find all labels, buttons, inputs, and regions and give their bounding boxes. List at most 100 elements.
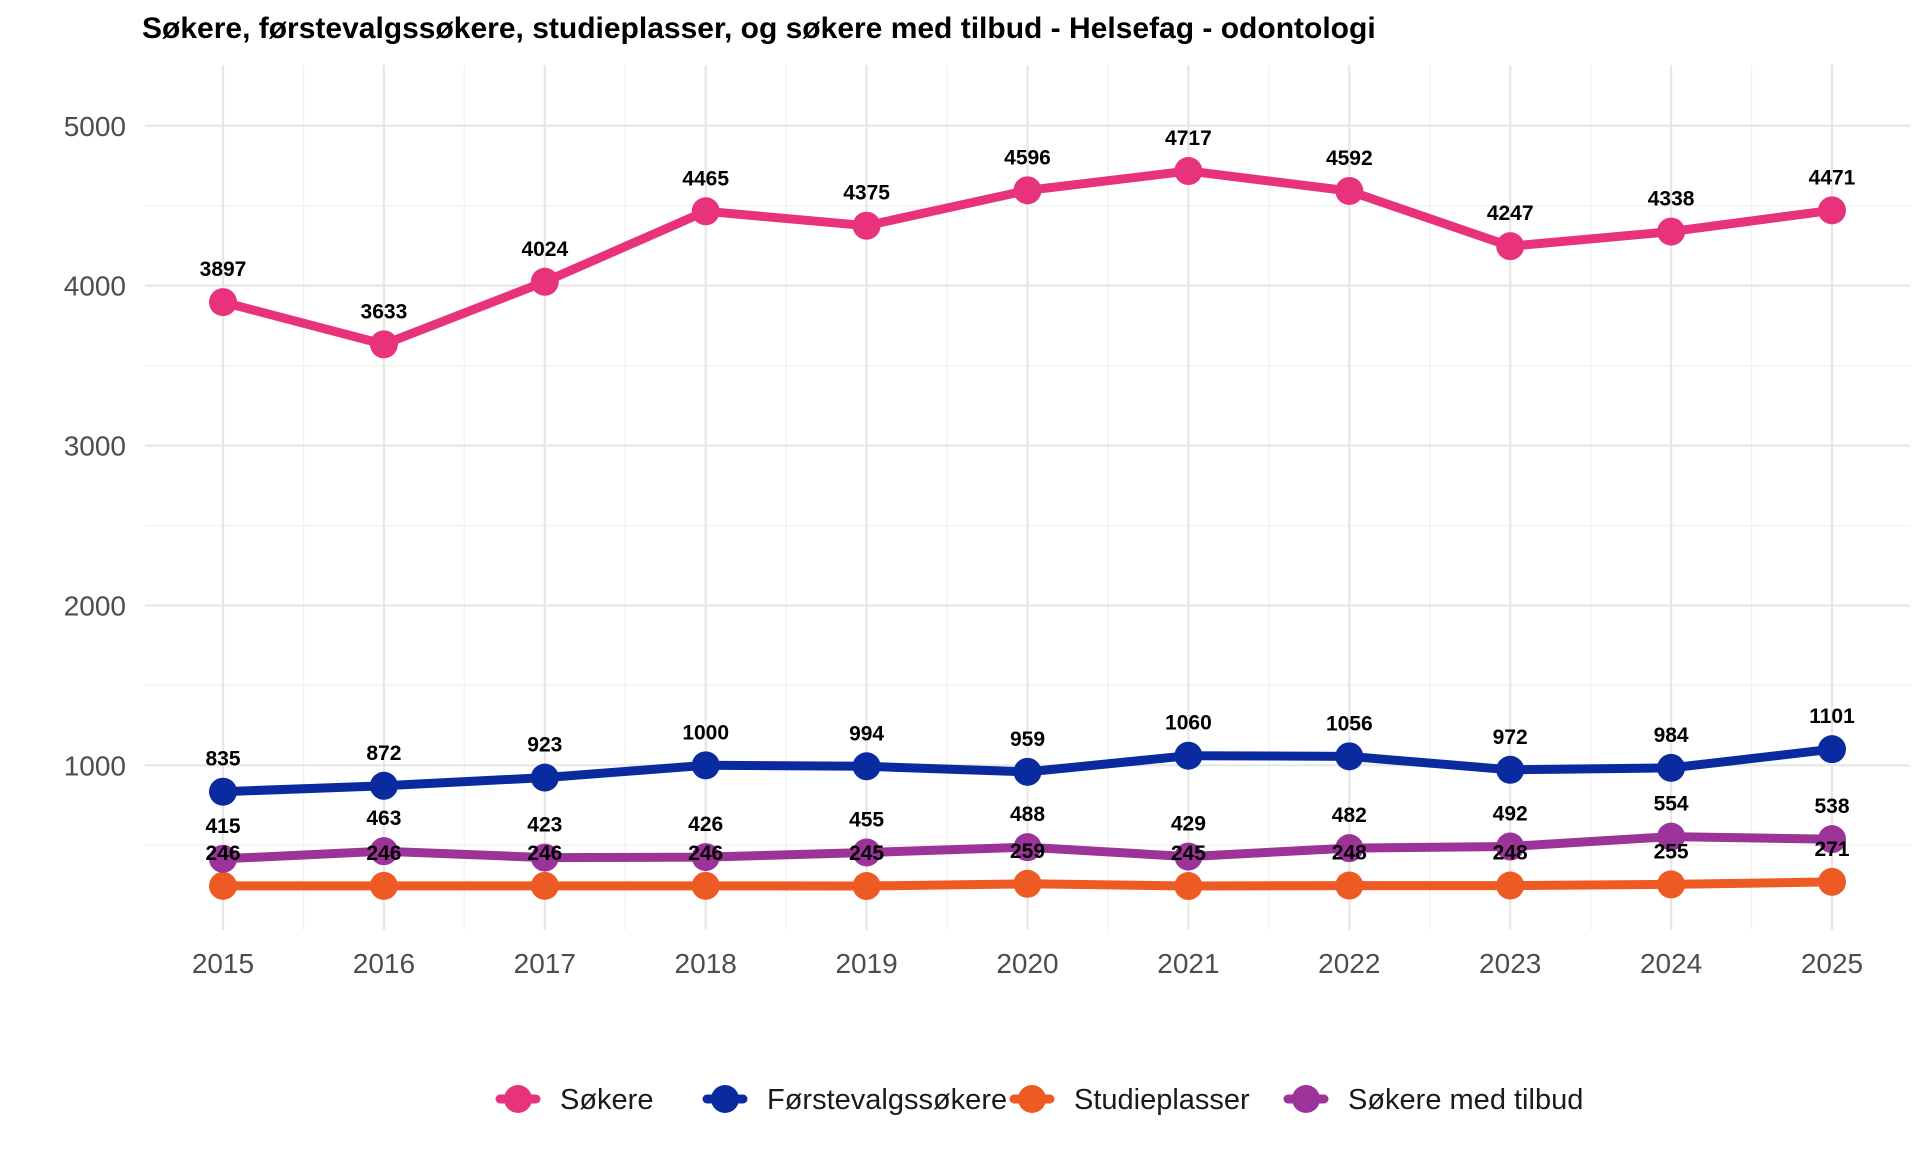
data-point [1174, 741, 1203, 770]
data-label: 488 [1010, 803, 1045, 826]
y-tick-label: 3000 [64, 431, 126, 462]
data-point [1174, 872, 1203, 901]
data-label: 429 [1171, 813, 1206, 836]
data-point [1657, 870, 1686, 899]
data-point [852, 838, 881, 867]
data-label: 3633 [361, 300, 408, 323]
data-label: 482 [1332, 804, 1367, 827]
y-tick-label: 4000 [64, 271, 126, 302]
data-labels: 3897 3633 4024 4465 4375 4596 4717 4592 4247 4338… [200, 127, 1856, 865]
data-label: 4471 [1809, 166, 1856, 189]
data-label: 4024 [521, 238, 568, 261]
data-label: 1056 [1326, 712, 1373, 735]
legend-swatch-marker [1018, 1085, 1046, 1113]
x-tick-label: 2019 [835, 948, 897, 979]
x-tick-label: 2017 [514, 948, 576, 979]
data-point [691, 751, 720, 780]
x-tick-label: 2024 [1640, 948, 1702, 979]
data-label: 246 [527, 842, 562, 865]
data-label: 259 [1010, 840, 1045, 863]
data-label: 972 [1493, 726, 1528, 749]
data-point [1013, 757, 1042, 786]
legend-swatch-marker [711, 1085, 739, 1113]
data-label: 415 [205, 815, 240, 838]
data-label: 984 [1654, 724, 1689, 747]
series-layer [209, 157, 1846, 901]
y-tick-label: 5000 [64, 111, 126, 142]
data-point [530, 871, 559, 900]
chart-title: Søkere, førstevalgssøkere, studieplasser… [142, 12, 1376, 45]
data-label: 4247 [1487, 202, 1534, 225]
data-label: 246 [205, 842, 240, 865]
data-point [1818, 867, 1846, 896]
data-point [1335, 176, 1364, 205]
x-tick-label: 2025 [1801, 948, 1863, 979]
legend-label: Førstevalgssøkere [767, 1084, 1007, 1116]
data-point [530, 267, 559, 296]
data-point [1174, 157, 1203, 186]
data-label: 492 [1493, 803, 1528, 826]
x-tick-label: 2015 [192, 948, 254, 979]
data-point [691, 197, 720, 226]
data-point [691, 843, 720, 872]
data-label: 4596 [1004, 146, 1051, 169]
data-point [852, 872, 881, 901]
data-label: 4338 [1648, 188, 1695, 211]
y-tick-label: 2000 [64, 590, 126, 621]
data-point [530, 843, 559, 872]
data-point [530, 763, 559, 792]
y-axis-ticks: 1000 2000 3000 4000 5000 [64, 111, 126, 782]
data-label: 3897 [200, 258, 247, 281]
data-label: 4717 [1165, 127, 1212, 150]
x-tick-label: 2018 [675, 948, 737, 979]
data-point [1818, 825, 1846, 854]
y-tick-label: 1000 [64, 750, 126, 781]
data-label: 246 [366, 842, 401, 865]
data-point [369, 837, 398, 866]
data-label: 1101 [1809, 705, 1855, 728]
data-label: 4375 [843, 182, 890, 205]
data-point [1818, 196, 1846, 225]
data-point [369, 871, 398, 900]
data-label: 959 [1010, 728, 1045, 751]
data-label: 248 [1332, 842, 1367, 865]
data-label: 1000 [682, 721, 729, 744]
data-point [1335, 871, 1364, 900]
legend: Søkere Førstevalgssøkere Studieplasser Søke… [495, 1084, 1583, 1116]
data-point [1657, 822, 1686, 851]
data-label: 1060 [1165, 712, 1212, 735]
legend-label: Søkere [560, 1084, 653, 1116]
data-point [1174, 842, 1203, 871]
data-label: 835 [205, 748, 240, 771]
data-point [209, 844, 237, 873]
x-tick-label: 2021 [1157, 948, 1219, 979]
data-point [1335, 834, 1364, 863]
data-point [209, 777, 237, 806]
data-label: 538 [1814, 795, 1849, 818]
x-tick-label: 2020 [996, 948, 1058, 979]
data-point [1013, 869, 1042, 898]
data-point [852, 211, 881, 240]
data-label: 271 [1814, 838, 1849, 861]
data-point [209, 871, 237, 900]
data-point [1335, 742, 1364, 771]
data-point [1496, 755, 1525, 784]
legend-swatch-marker [1292, 1085, 1320, 1113]
data-point [852, 752, 881, 781]
data-point [369, 330, 398, 359]
data-point [1657, 753, 1686, 782]
data-label: 245 [849, 842, 884, 865]
data-label: 4465 [682, 167, 729, 190]
x-tick-label: 2016 [353, 948, 415, 979]
data-point [1496, 832, 1525, 861]
data-label: 872 [366, 742, 401, 765]
data-label: 246 [688, 842, 723, 865]
x-axis-ticks: 2015 2016 2017 2018 2019 2020 2021 2022 2023 2024… [192, 948, 1863, 979]
data-point [1496, 871, 1525, 900]
data-label: 923 [527, 734, 562, 757]
data-label: 426 [688, 813, 723, 836]
data-label: 455 [849, 808, 884, 831]
data-point [1496, 232, 1525, 261]
